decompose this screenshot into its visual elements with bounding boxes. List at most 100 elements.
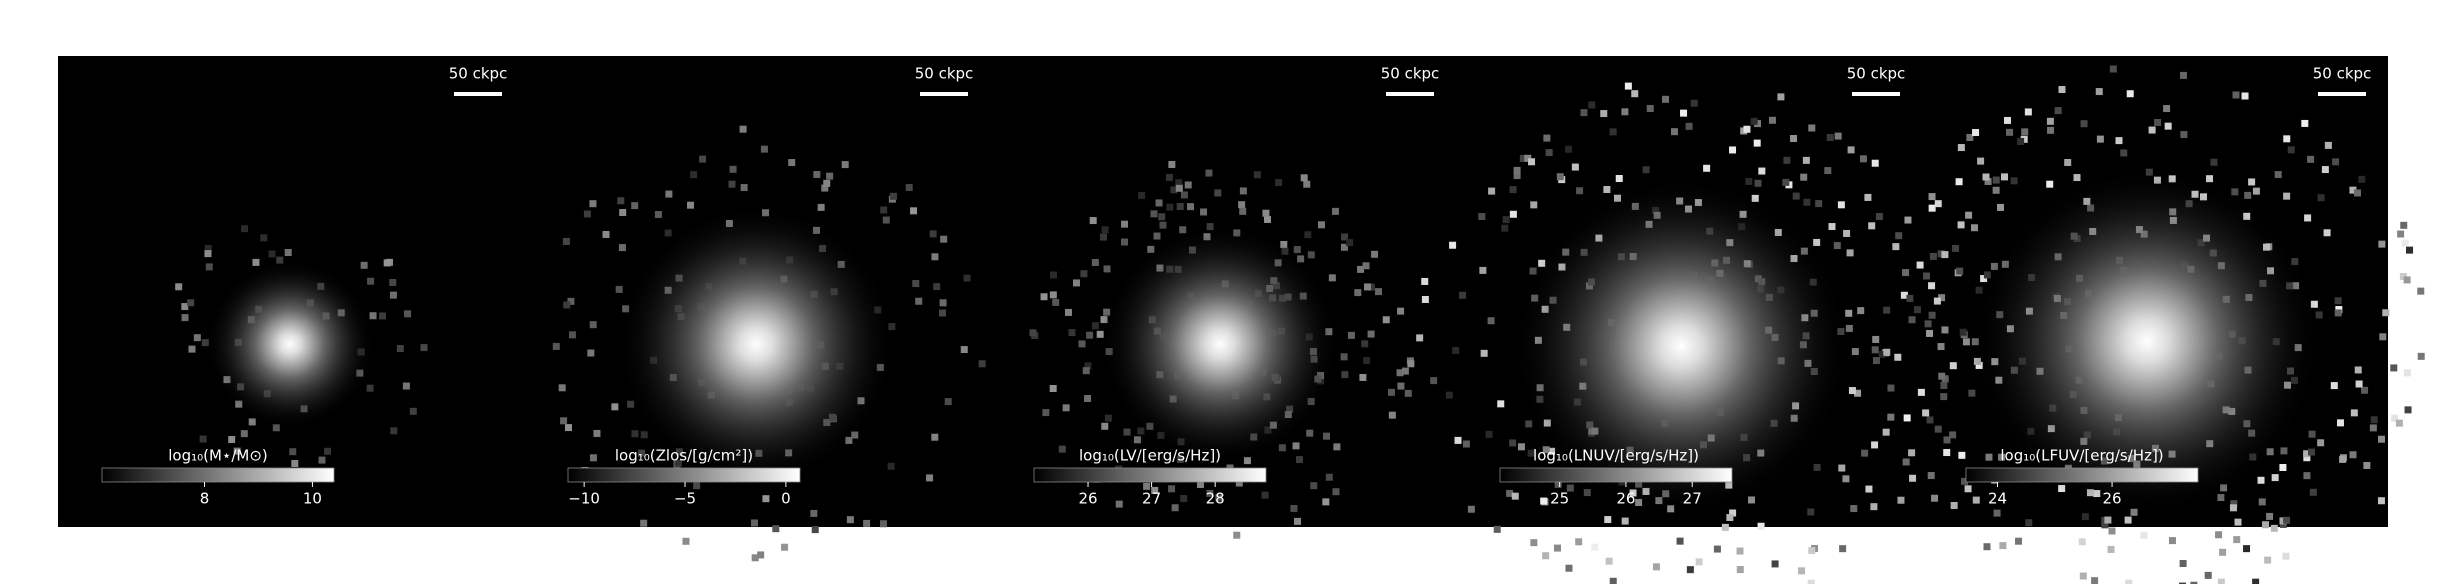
pixel	[390, 427, 398, 435]
pixel	[2190, 581, 2198, 584]
pixel	[1179, 226, 1187, 234]
pixel	[1952, 244, 1960, 252]
scalebar-label: 50 ckpc	[2313, 65, 2372, 83]
pixel	[2377, 497, 2385, 505]
pixel	[1049, 384, 1057, 392]
pixel	[389, 291, 397, 299]
pixel	[1517, 443, 1525, 451]
pixel	[1933, 297, 1941, 305]
pixel	[2274, 171, 2282, 179]
pixel	[760, 145, 768, 153]
pixel	[2417, 287, 2425, 295]
pixel	[1900, 291, 1908, 299]
pixel	[1941, 326, 1949, 334]
pixel	[2015, 537, 2023, 545]
pixel	[1848, 387, 1856, 395]
pixel	[1528, 158, 1536, 166]
pixel	[618, 244, 626, 252]
pixel	[1445, 391, 1453, 399]
pixel	[2248, 178, 2256, 186]
pixel	[963, 274, 971, 282]
pixel	[1982, 173, 1990, 181]
pixel	[1842, 475, 1850, 483]
pixel	[1609, 128, 1617, 136]
pixel	[1750, 117, 1758, 125]
pixel	[593, 429, 601, 437]
pixel	[1605, 557, 1613, 565]
scalebar	[2318, 92, 2366, 96]
pixel	[2210, 158, 2218, 166]
pixel	[1307, 251, 1315, 259]
pixel	[1099, 233, 1107, 241]
pixel	[2280, 447, 2288, 455]
pixel	[1938, 294, 1946, 302]
pixel	[740, 184, 748, 192]
pixel	[2168, 537, 2176, 545]
pixel	[1158, 213, 1166, 221]
pixel	[846, 516, 854, 524]
pixel	[2244, 191, 2252, 199]
pixel	[1875, 213, 1883, 221]
pixel	[1382, 316, 1390, 324]
colorbar	[101, 467, 335, 483]
pixel	[882, 216, 890, 224]
pixel	[1913, 306, 1921, 314]
pixel	[1488, 187, 1496, 195]
pixel	[1359, 373, 1367, 381]
pixel	[912, 280, 920, 288]
pixel	[2047, 126, 2055, 134]
pixel	[1049, 291, 1057, 299]
pixel	[1813, 238, 1821, 246]
pixel	[1854, 389, 1862, 397]
pixel	[1233, 531, 1241, 539]
pixel	[1239, 207, 1247, 215]
pixel	[552, 342, 560, 350]
pixel	[1200, 208, 1208, 216]
pixel	[252, 258, 260, 266]
pixel	[826, 172, 834, 180]
pixel	[1325, 473, 1333, 481]
pixel	[1928, 193, 1936, 201]
pixel	[1924, 320, 1932, 328]
colorbar-tick-label: 28	[1206, 490, 1225, 508]
pixel	[1871, 346, 1879, 354]
scalebar	[454, 92, 502, 96]
pixel	[2334, 309, 2342, 317]
pixel	[1964, 485, 1972, 493]
pixel	[1421, 277, 1429, 285]
pixel	[929, 230, 937, 238]
pixel	[1497, 400, 1505, 408]
pixel	[2006, 128, 2014, 136]
pixel	[2271, 474, 2279, 482]
pixel	[1642, 166, 1650, 174]
pixel	[1800, 173, 1808, 181]
pixel	[1513, 166, 1521, 174]
pixel	[1897, 496, 1905, 504]
pixel	[1331, 207, 1339, 215]
colorbar-tick-label: 24	[1988, 490, 2007, 508]
pixel	[2064, 158, 2072, 166]
pixel	[1961, 477, 1969, 485]
pixel	[1084, 362, 1092, 370]
pixel	[1872, 357, 1880, 365]
pixel	[1155, 199, 1163, 207]
pixel	[558, 384, 566, 392]
pixel	[1397, 382, 1405, 390]
pixel	[2120, 149, 2128, 157]
pixel	[1078, 340, 1086, 348]
pixel	[378, 312, 386, 320]
pixel	[2349, 451, 2357, 459]
pixel	[1949, 431, 1957, 439]
pixel	[1676, 537, 1684, 545]
colorbar-label: log₁₀(Zlos/[g/cm²])	[615, 447, 753, 465]
pixel	[1238, 201, 1246, 209]
pixel	[1983, 543, 1991, 551]
pixel	[1091, 322, 1099, 330]
pixel	[1984, 177, 1992, 185]
pixel	[284, 249, 292, 257]
pixel	[1652, 563, 1660, 571]
pixel	[1530, 539, 1538, 547]
pixel	[1362, 262, 1370, 270]
pixel	[1864, 193, 1872, 201]
pixel	[1084, 395, 1092, 403]
